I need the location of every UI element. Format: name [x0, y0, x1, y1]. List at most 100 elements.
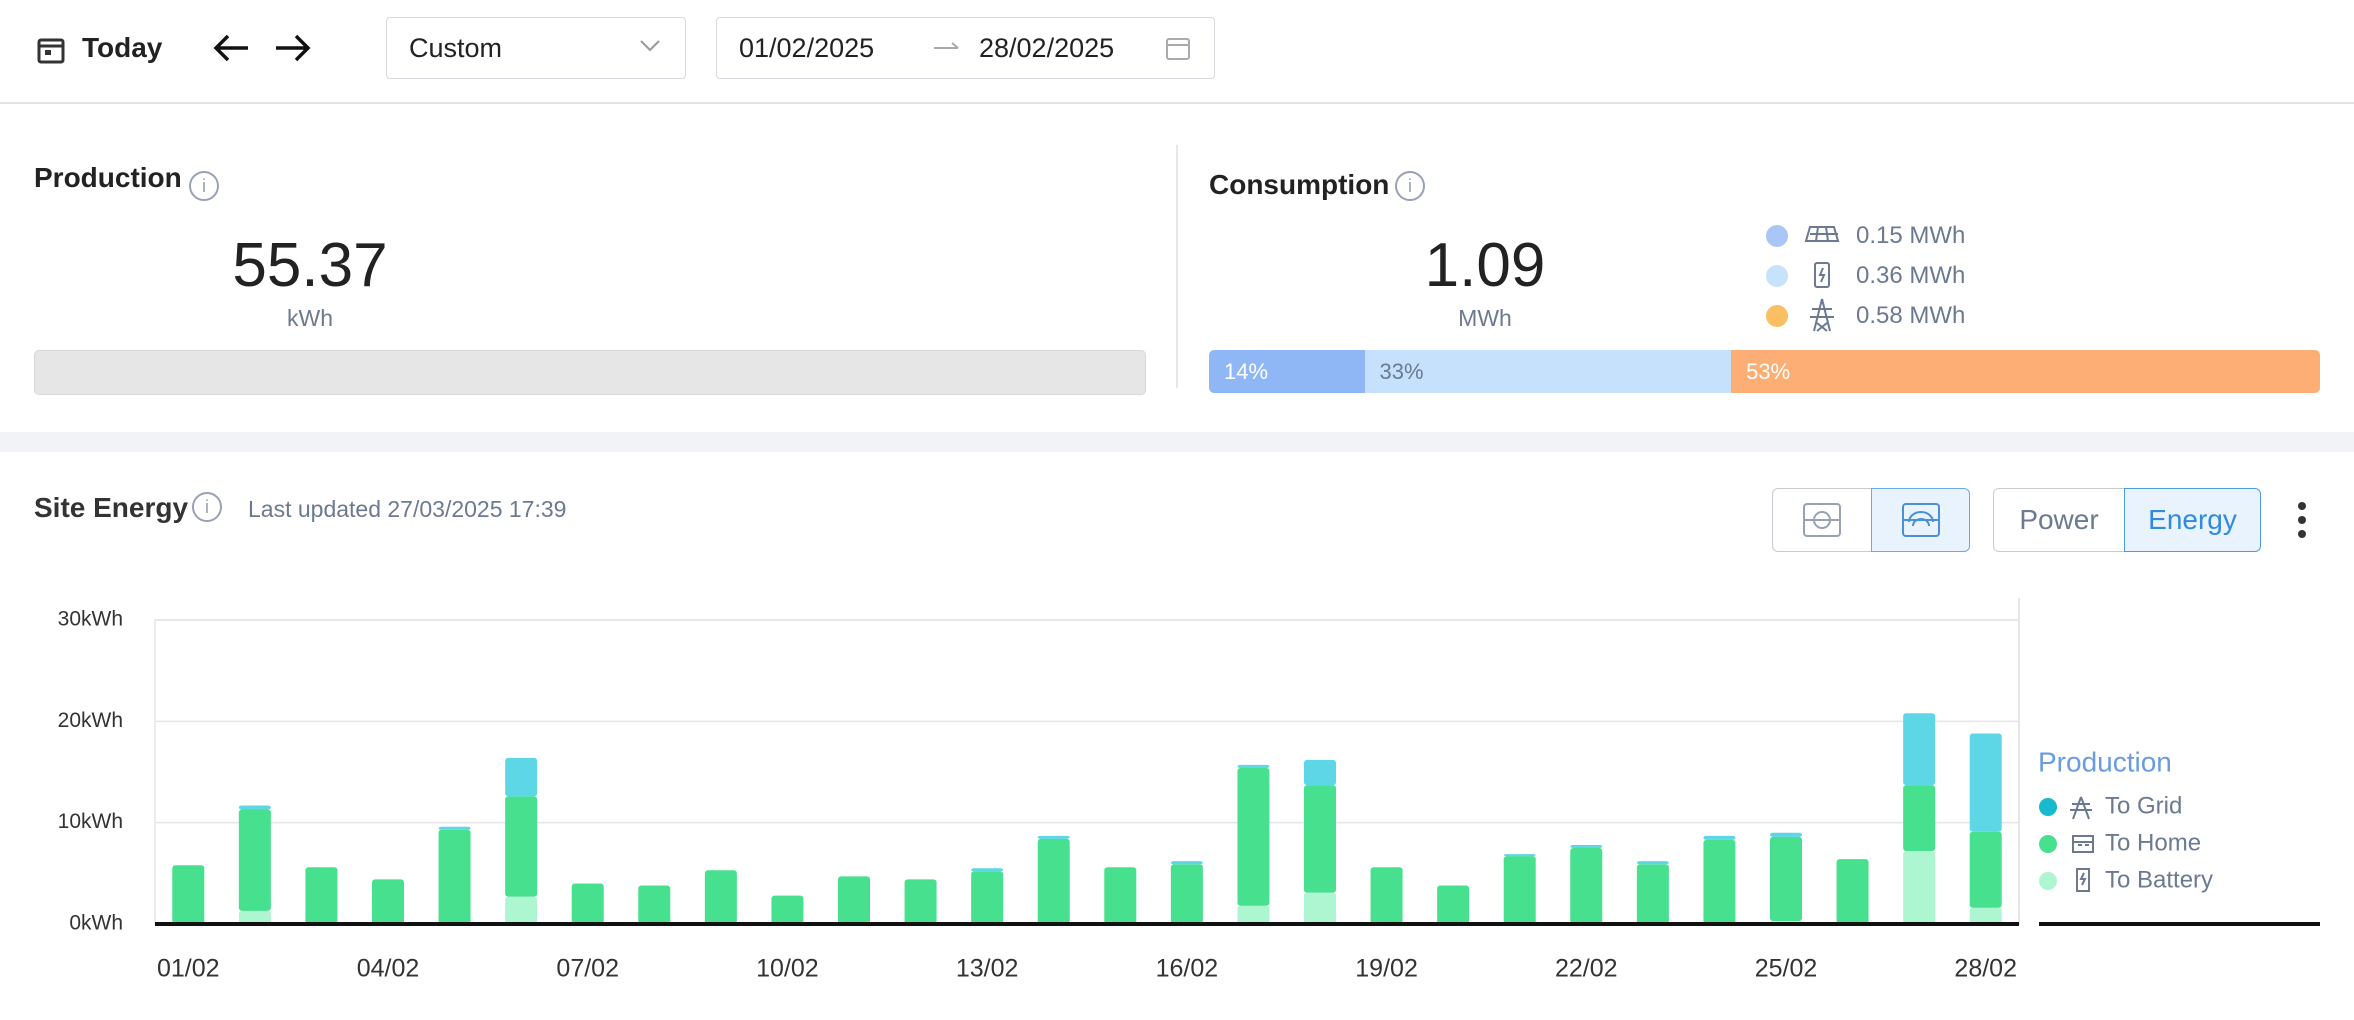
- x-tick-label: 28/02: [1954, 955, 2017, 983]
- bar-segment: [1037, 835, 1070, 839]
- x-tick-label: 10/02: [756, 955, 819, 983]
- x-tick-label: 16/02: [1156, 955, 1219, 983]
- bar-segment: [372, 879, 404, 924]
- legend-swatch: [2039, 835, 2057, 853]
- bar-segment: [704, 870, 737, 924]
- date-icon: [1166, 38, 1190, 60]
- chevron: [640, 40, 660, 52]
- legend-title: Production: [2038, 746, 2172, 777]
- bar-segment: [438, 826, 471, 830]
- date-from: 01/02/2025: [739, 33, 875, 63]
- x-tick-label: 01/02: [157, 955, 220, 983]
- legend-icon: [2072, 835, 2094, 853]
- bar-segment: [238, 809, 271, 911]
- bar-segment: [1503, 854, 1536, 857]
- bar-segment: [505, 896, 538, 924]
- range-arrow: [934, 42, 959, 49]
- bar-segment: [1237, 764, 1270, 768]
- power-button[interactable]: Power: [1993, 488, 2125, 552]
- share-segment: 14%: [1209, 350, 1365, 393]
- energy-button[interactable]: Energy: [2124, 488, 2261, 552]
- calendar-icon: [37, 38, 65, 64]
- x-tick-label: 04/02: [357, 955, 420, 983]
- share-segment: 33%: [1364, 350, 1732, 393]
- y-tick-label: 10kWh: [58, 810, 123, 833]
- production-bar: [34, 350, 1146, 395]
- share-label: 14%: [1224, 359, 1269, 384]
- bar-segment: [1703, 839, 1736, 924]
- site-energy-title: Site Energy: [34, 492, 189, 523]
- bar-segment: [1437, 885, 1470, 924]
- today-button[interactable]: Today: [82, 32, 163, 63]
- bar-segment: [305, 867, 338, 924]
- legend-icon: [2070, 796, 2092, 820]
- bar-segment: [1703, 835, 1736, 840]
- y-tick-label: 0kWh: [69, 912, 123, 935]
- bar-segment: [238, 910, 271, 924]
- consumption-unit: MWh: [1458, 305, 1512, 331]
- svg-text:i: i: [202, 176, 206, 196]
- divider: [1176, 145, 1178, 388]
- bar-segment: [638, 885, 671, 924]
- bar-segment: [1170, 861, 1203, 865]
- bar-segment: [1903, 851, 1936, 924]
- bar-segment: [1836, 859, 1869, 924]
- legend-icon: [2076, 868, 2090, 892]
- legend-label: To Battery: [2105, 866, 2213, 893]
- svg-text:i: i: [1408, 176, 1412, 196]
- breakdown-value: 0.58 MWh: [1856, 302, 1966, 329]
- share-label: 33%: [1379, 359, 1424, 384]
- info-icon[interactable]: i: [188, 170, 220, 202]
- legend-label: To Home: [2105, 829, 2201, 856]
- x-tick-label: 19/02: [1355, 955, 1418, 983]
- bar-segment: [505, 796, 538, 897]
- share-segment: 53%: [1731, 350, 2320, 393]
- production-unit: kWh: [287, 305, 333, 331]
- bar-segment: [1903, 785, 1936, 852]
- info-icon[interactable]: i: [191, 491, 223, 523]
- legend-swatch: [2039, 798, 2057, 816]
- bar-segment: [505, 757, 538, 797]
- breakdown-icons: [1766, 225, 1840, 332]
- range-select[interactable]: [386, 17, 686, 79]
- x-tick-label: 13/02: [956, 955, 1019, 983]
- bar-segment: [1770, 836, 1802, 921]
- x-tick-label: 25/02: [1755, 955, 1818, 983]
- range-select-text: Custom: [409, 33, 503, 63]
- bar-segment: [1304, 759, 1336, 786]
- consumption-title: Consumption: [1209, 169, 1390, 200]
- y-tick-label: 30kWh: [58, 608, 123, 631]
- bar-segment: [238, 805, 271, 810]
- bar-segment: [1304, 892, 1336, 924]
- bar-segment: [1636, 861, 1669, 865]
- info-icon[interactable]: i: [1394, 170, 1426, 202]
- bar-segment: [1304, 785, 1336, 893]
- bar-segment: [1903, 713, 1936, 786]
- breakdown-value: 0.36 MWh: [1856, 262, 1966, 289]
- bar-segment: [172, 865, 205, 924]
- nav-arrows[interactable]: [212, 30, 312, 66]
- bar-segment: [1170, 864, 1203, 924]
- date-to: 28/02/2025: [979, 33, 1115, 63]
- more-menu[interactable]: [2290, 498, 2314, 542]
- bar-segment: [1770, 832, 1802, 837]
- x-tick-label: 07/02: [556, 955, 619, 983]
- y-tick-label: 20kWh: [58, 709, 123, 732]
- bar-segment: [571, 883, 604, 924]
- bar-segment: [1237, 905, 1270, 924]
- bar-segment: [1237, 767, 1270, 906]
- bar-segment: [1636, 864, 1669, 924]
- bar-segment: [838, 876, 870, 924]
- date-range[interactable]: [716, 17, 1215, 79]
- view-icons: [1803, 503, 1940, 537]
- legend-swatch: [2039, 872, 2057, 890]
- production-value: 55.37: [232, 231, 388, 300]
- bar-segment: [1969, 907, 2002, 924]
- bar-segment: [1104, 867, 1137, 924]
- plot-frame: [154, 619, 2020, 925]
- bar-segment: [1969, 733, 2002, 832]
- bar-segment: [771, 895, 804, 924]
- bar-segment: [904, 879, 937, 924]
- last-updated: Last updated 27/03/2025 17:39: [248, 496, 567, 522]
